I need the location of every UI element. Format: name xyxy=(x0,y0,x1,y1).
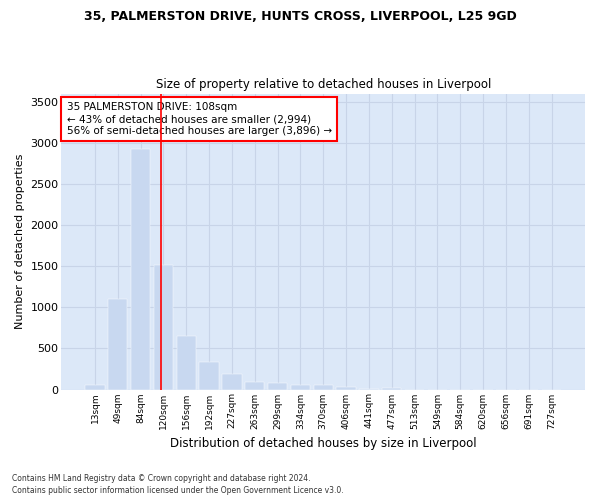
Bar xyxy=(154,266,173,390)
Title: Size of property relative to detached houses in Liverpool: Size of property relative to detached ho… xyxy=(155,78,491,91)
Bar xyxy=(268,383,287,390)
Bar xyxy=(131,150,151,390)
Bar xyxy=(245,382,265,390)
Bar xyxy=(176,336,196,390)
Text: Contains HM Land Registry data © Crown copyright and database right 2024.
Contai: Contains HM Land Registry data © Crown c… xyxy=(12,474,344,495)
Bar xyxy=(359,388,379,390)
Bar xyxy=(337,387,356,390)
Bar xyxy=(291,385,310,390)
X-axis label: Distribution of detached houses by size in Liverpool: Distribution of detached houses by size … xyxy=(170,437,476,450)
Bar xyxy=(314,385,333,390)
Bar xyxy=(108,299,127,390)
Bar xyxy=(382,388,401,390)
Bar xyxy=(222,374,242,390)
Text: 35, PALMERSTON DRIVE, HUNTS CROSS, LIVERPOOL, L25 9GD: 35, PALMERSTON DRIVE, HUNTS CROSS, LIVER… xyxy=(83,10,517,23)
Text: 35 PALMERSTON DRIVE: 108sqm
← 43% of detached houses are smaller (2,994)
56% of : 35 PALMERSTON DRIVE: 108sqm ← 43% of det… xyxy=(67,102,332,136)
Bar xyxy=(85,385,104,390)
Y-axis label: Number of detached properties: Number of detached properties xyxy=(15,154,25,329)
Bar xyxy=(199,362,219,390)
